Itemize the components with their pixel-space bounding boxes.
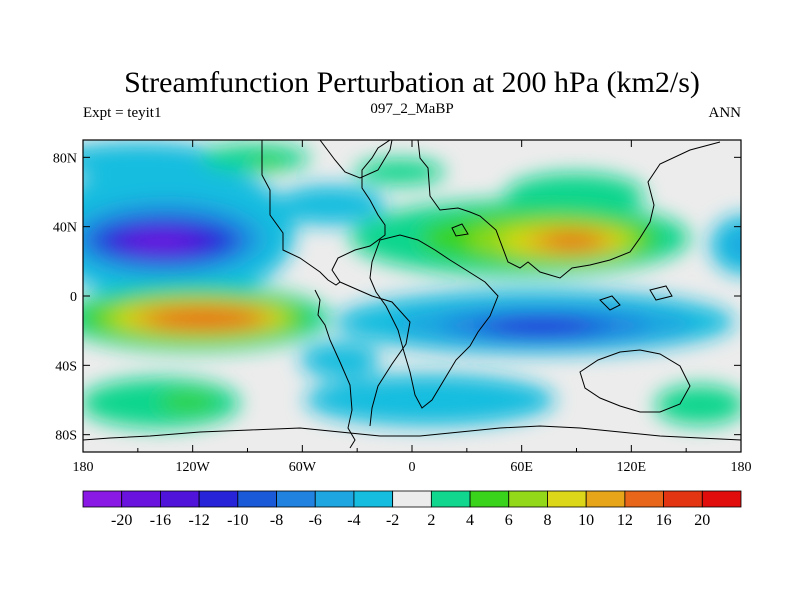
colorbar-label-9: 4 (466, 512, 474, 529)
colorbar-label-1: -16 (150, 512, 171, 529)
colorbar-box-12 (547, 490, 587, 508)
y-tick-label-4: 80S (55, 429, 77, 444)
contour-npac-neg-7 (128, 233, 192, 251)
y-tick-label-3: 40S (55, 359, 77, 374)
colorbar-label-7: -2 (386, 512, 399, 529)
contour-ssatl-neg-edge (300, 342, 380, 378)
contour-nwpac-pos (200, 144, 310, 172)
colorbar: -20 -16 -12 -10 -8 -6 -4 -2 2 4 6 8 10 12 16 20 (82, 490, 742, 529)
x-tick-label-3: 0 (409, 460, 416, 475)
contour-spac-pos-6 (149, 309, 261, 329)
colorbar-box-9 (430, 490, 471, 508)
colorbar-label-3: -10 (227, 512, 248, 529)
chart-title: Streamfunction Perturbation at 200 hPa (… (124, 66, 700, 99)
colorbar-box-4 (237, 490, 277, 508)
coastlines (83, 140, 741, 449)
contour-epac-neg (710, 215, 741, 275)
contour-natl-neg (275, 185, 385, 225)
colorbar-label-0: -20 (111, 512, 132, 529)
x-tick-label-4: 60E (510, 460, 533, 475)
colorbar-label-14: 16 (656, 512, 672, 529)
colorbar-box-8 (392, 490, 432, 508)
contour-ssatl-neg (305, 374, 555, 426)
coast-eurasia (417, 140, 721, 279)
right-string: ANN (709, 105, 742, 121)
coast-greenland (319, 140, 393, 179)
colorbar-label-12: 10 (578, 512, 594, 529)
y-tick-label-2: 0 (70, 290, 77, 305)
x-tick-label-1: 120W (176, 460, 211, 475)
colorbar-label-6: -4 (347, 512, 360, 529)
colorbar-box-16 (701, 490, 742, 508)
x-tick-label-5: 120E (617, 460, 647, 475)
coast-islands (451, 223, 673, 311)
x-tick-label-2: 60W (289, 460, 317, 475)
coast-north-america (261, 140, 391, 286)
colorbar-label-2: -12 (188, 512, 209, 529)
colorbar-box-15 (663, 490, 703, 508)
contour-asia-pos-1b (505, 173, 645, 217)
colorbar-box-2 (160, 490, 200, 508)
contour-arctic-neg (83, 142, 230, 178)
contour-nwpac-pos-2 (252, 158, 284, 170)
left-string: Expt = teyit1 (83, 105, 161, 121)
colorbar-box-14 (624, 490, 664, 508)
colorbar-label-10: 6 (505, 512, 513, 529)
x-tick-label-6: 180 (731, 460, 752, 475)
contour-spac-far-pos (655, 385, 741, 425)
colorbar-box-13 (585, 490, 626, 508)
contour-asia-pos-6 (545, 233, 599, 249)
y-tick-label-1: 40N (53, 221, 77, 236)
colorbar-label-8: 2 (427, 512, 435, 529)
colorbar-box-1 (121, 490, 161, 508)
x-tick-label-0: 180 (73, 460, 94, 475)
colorbar-box-5 (276, 490, 316, 508)
colorbar-label-11: 8 (543, 512, 551, 529)
contour-natl-pos (355, 159, 445, 185)
contour-epac-neg-2 (727, 231, 741, 259)
x-axis: 180 120W 60W 0 60E 120E 180 (73, 140, 752, 475)
colorbar-box-10 (469, 490, 510, 508)
colorbar-box-7 (353, 490, 394, 508)
colorbar-label-4: -8 (270, 512, 283, 529)
colorbar-label-13: 12 (617, 512, 633, 529)
colorbar-box-6 (314, 490, 355, 508)
coast-south-america (314, 281, 411, 449)
coast-australia (579, 349, 691, 413)
contour-spac-south-pos-2 (158, 393, 218, 411)
contour-field (83, 140, 741, 449)
coast-africa (369, 234, 499, 409)
y-tick-label-0: 80N (53, 151, 77, 166)
coast-antarctica (83, 425, 741, 441)
colorbar-box-0 (82, 490, 123, 508)
colorbar-box-3 (198, 490, 239, 508)
y-axis: 80N 40N 0 40S 80S (53, 151, 741, 444)
colorbar-box-11 (508, 490, 548, 508)
center-string: 097_2_MaBP (370, 101, 453, 117)
contour-sind-neg-5 (492, 319, 588, 335)
colorbar-label-5: -6 (309, 512, 322, 529)
colorbar-label-15: 20 (694, 512, 710, 529)
